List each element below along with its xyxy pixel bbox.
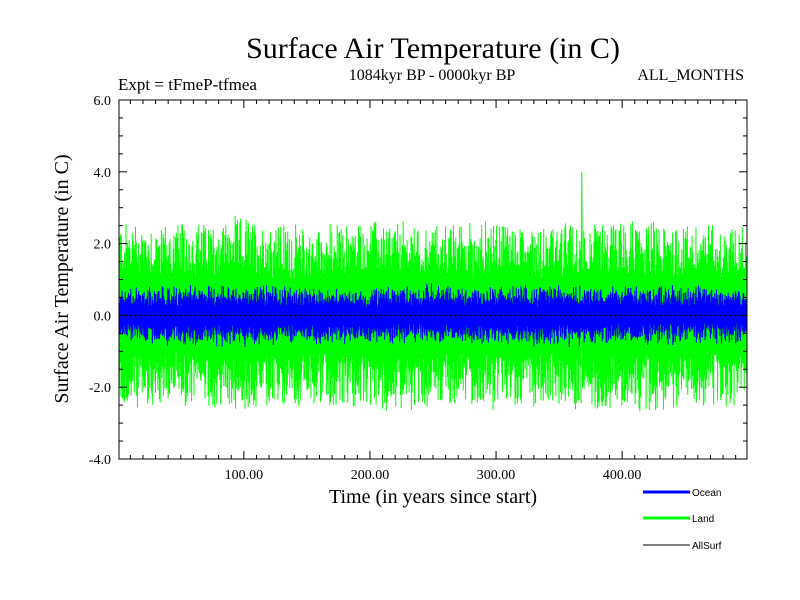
legend-label-allsurf: AllSurf [692,541,722,552]
x-tick-label: 100.00 [225,468,264,483]
months-label: ALL_MONTHS [637,67,744,84]
legend-label-land: Land [692,514,714,525]
y-tick-label: 2.0 [94,238,112,253]
legend-label-ocean: Ocean [692,488,721,499]
plot-area: -4.0 -2.0 0.0 2.0 4.0 6.0 100.00 200.00 300.00 40… [89,94,748,483]
x-tick-label: 300.00 [477,468,516,483]
series-ocean-line [118,283,748,348]
x-axis-label: Time (in years since start) [329,486,537,508]
y-tick-label: -2.0 [89,381,111,396]
experiment-label: Expt = tFmeP-tfmea [118,75,257,94]
tick-layer: -4.0 -2.0 0.0 2.0 4.0 6.0 100.00 200.00 300.00 40… [89,94,747,483]
legend: Ocean Land AllSurf [643,488,722,552]
y-tick-label: 0.0 [94,309,112,324]
x-tick-label: 200.00 [351,468,390,483]
period-label: 1084kyr BP - 0000kyr BP [349,67,516,84]
y-tick-label: -4.0 [89,453,111,468]
y-axis-label: Surface Air Temperature (in C) [51,154,73,403]
chart-title: Surface Air Temperature (in C) [246,32,620,65]
y-tick-label: 4.0 [94,166,112,181]
series-layer [118,171,748,412]
x-tick-label: 400.00 [603,468,642,483]
y-tick-label: 6.0 [94,94,112,109]
